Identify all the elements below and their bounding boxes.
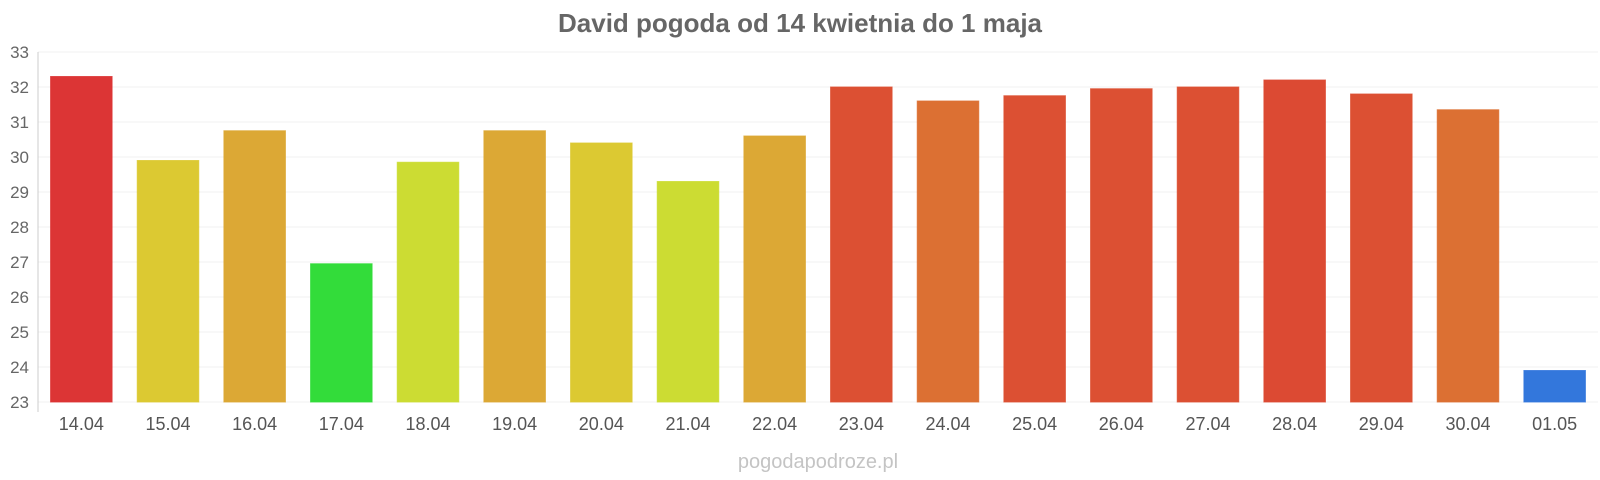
y-tick-label: 30 [10,148,29,167]
y-tick-label: 33 [10,43,29,62]
x-tick-label: 23.04 [839,414,884,434]
x-tick-label: 27.04 [1185,414,1230,434]
bar-20.04 [570,142,633,403]
y-tick-label: 25 [10,323,29,342]
x-tick-label: 20.04 [579,414,624,434]
bar-26.04 [1090,88,1153,403]
x-tick-label: 30.04 [1445,414,1490,434]
x-tick-label: 26.04 [1099,414,1144,434]
x-tick-label: 22.04 [752,414,797,434]
x-tick-label: 17.04 [319,414,364,434]
y-tick-label: 29 [10,183,29,202]
bar-18.04 [396,161,460,403]
site-credit: pogodapodroze.pl [738,451,898,473]
bar-17.04 [310,263,373,403]
bar-21.04 [656,181,720,403]
bar-29.04 [1350,93,1413,403]
x-tick-label: 16.04 [232,414,277,434]
bar-30.04 [1436,109,1500,403]
y-tick-label: 31 [10,113,29,132]
bar-23.04 [830,86,893,403]
grid-lines [38,51,1598,403]
bar-16.04 [223,130,286,403]
x-tick-label: 15.04 [145,414,190,434]
bar-19.04 [483,130,546,403]
x-tick-label: 14.04 [59,414,104,434]
bar-14.04 [50,76,113,403]
x-tick-label: 18.04 [405,414,450,434]
bar-25.04 [1003,95,1066,403]
x-tick-label: 01.05 [1532,414,1577,434]
bar-22.04 [743,135,806,403]
chart-title: David pogoda od 14 kwietnia do 1 maja [558,8,1043,38]
x-tick-label: 25.04 [1012,414,1057,434]
bar-15.04 [136,160,200,403]
bar-27.04 [1176,86,1240,403]
x-tick-label: 29.04 [1359,414,1404,434]
y-tick-label: 28 [10,218,29,237]
x-tick-label: 28.04 [1272,414,1317,434]
bar-24.04 [916,100,980,403]
y-tick-label: 23 [10,393,29,412]
bar-28.04 [1263,79,1326,403]
x-tick-label: 19.04 [492,414,537,434]
y-tick-label: 24 [10,358,29,377]
x-axis-ticks: 14.04 15.04 16.04 17.04 18.04 19.04 20.04 21.04… [59,414,1577,434]
x-tick-label: 24.04 [925,414,970,434]
y-tick-label: 27 [10,253,29,272]
y-axis-ticks: 23 24 25 26 27 28 29 30 31 32 33 [10,43,29,412]
x-tick-label: 21.04 [665,414,710,434]
y-tick-label: 32 [10,78,29,97]
bars [50,76,1586,403]
bar-01.05 [1523,370,1586,403]
y-tick-label: 26 [10,288,29,307]
